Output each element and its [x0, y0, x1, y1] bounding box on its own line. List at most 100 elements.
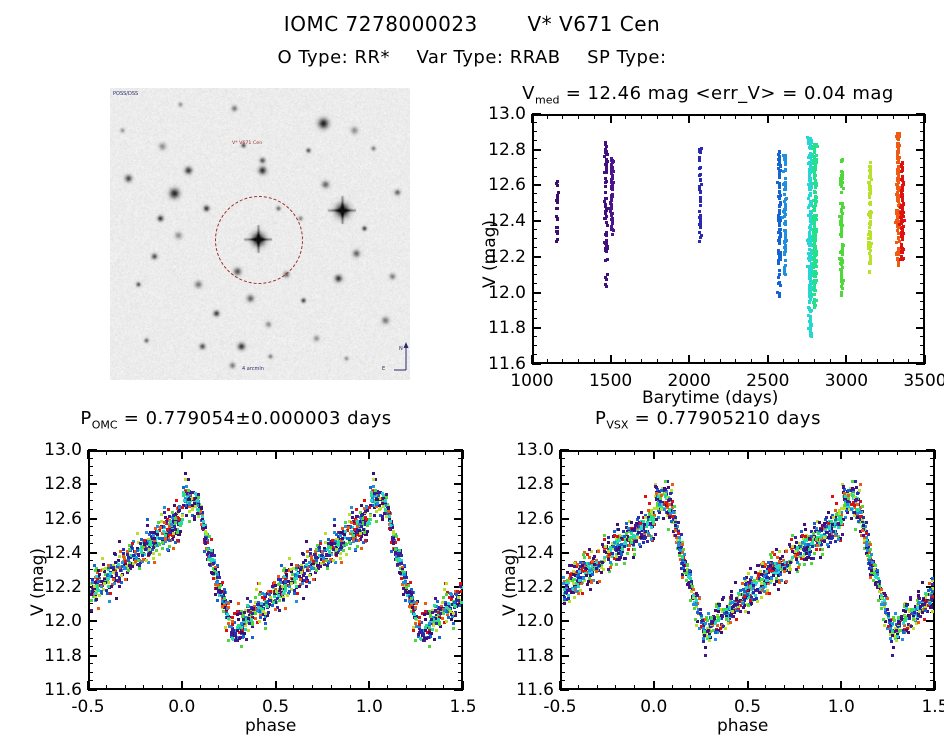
phase-data-point — [196, 498, 200, 502]
phase-data-point — [403, 576, 406, 580]
phase-data-point — [837, 538, 841, 542]
x-minor-tick — [349, 685, 351, 690]
timeseries-data-point — [783, 269, 787, 273]
x-major-tick — [87, 450, 89, 459]
timeseries-data-point — [813, 195, 817, 198]
phase-data-point — [145, 531, 148, 535]
y-minor-tick — [560, 569, 565, 570]
phase-data-point — [102, 581, 106, 585]
phase-data-point — [615, 563, 619, 567]
timeseries-data-point — [697, 167, 701, 171]
x-major-tick — [531, 355, 533, 364]
timeseries-data-point — [784, 168, 788, 172]
timeseries-data-point — [809, 194, 813, 198]
x-tick-label: 3000 — [824, 371, 869, 391]
y-tick-label: 12.0 — [516, 611, 554, 632]
timeseries-data-point — [839, 268, 843, 272]
timeseries-data-point — [777, 238, 781, 242]
phase-data-point — [775, 576, 779, 580]
phase-data-point — [923, 609, 927, 613]
timeseries-data-point — [868, 233, 872, 237]
phase-data-point — [294, 563, 298, 567]
x-major-tick — [180, 450, 183, 459]
timeseries-data-point — [604, 176, 608, 180]
timeseries-data-point — [900, 192, 904, 196]
phase-data-point — [889, 639, 893, 643]
x-minor-tick — [255, 450, 257, 455]
timeseries-data-point — [807, 288, 811, 292]
timeseries-data-point — [868, 188, 872, 192]
timeseries-data-point — [839, 209, 843, 212]
timeseries-data-point — [698, 231, 702, 235]
phase-data-point — [200, 514, 204, 518]
timeseries-data-point — [895, 241, 899, 245]
phase-data-point — [851, 480, 855, 484]
timeseries-data-point — [604, 238, 608, 242]
timeseries-data-point — [813, 299, 817, 303]
timeseries-data-point — [895, 229, 899, 232]
x-minor-tick — [751, 114, 753, 119]
timeseries-data-point — [610, 213, 614, 217]
timeseries-data-point — [810, 210, 814, 214]
phase-data-point — [681, 542, 685, 546]
timeseries-data-point — [900, 160, 904, 164]
y-major-tick — [560, 654, 569, 657]
timeseries-data-point — [782, 209, 786, 213]
phase-data-point — [203, 523, 207, 527]
phase-data-point — [456, 589, 460, 593]
timeseries-data-point — [811, 243, 815, 247]
timeseries-data-point — [603, 240, 607, 244]
y-major-tick — [926, 689, 935, 691]
y-major-tick — [454, 551, 463, 554]
phase-data-point — [646, 539, 650, 543]
y-minor-tick — [920, 202, 925, 204]
timeseries-data-point — [896, 158, 900, 162]
timeseries-data-point — [610, 204, 614, 208]
phase-data-point — [168, 515, 172, 519]
phase-data-point — [96, 606, 100, 610]
timeseries-data-point — [868, 203, 872, 207]
phase-data-point — [362, 499, 366, 503]
phase-data-point — [283, 586, 287, 590]
timeseries-data-point — [868, 243, 872, 247]
phase-data-point — [175, 499, 179, 503]
y-tick-label: 12.2 — [44, 577, 82, 598]
timeseries-data-point — [895, 136, 899, 140]
timeseries-data-point — [605, 157, 609, 161]
phase-data-point — [868, 576, 872, 580]
timeseries-data-point — [900, 229, 904, 233]
phase-data-point — [699, 611, 703, 615]
x-minor-tick — [802, 450, 804, 455]
timeseries-data-point — [901, 212, 905, 216]
phase-data-point — [706, 611, 710, 615]
phase-data-point — [775, 548, 778, 552]
phase-data-point — [372, 484, 376, 488]
y-major-tick — [916, 291, 925, 294]
phase-data-point — [408, 597, 412, 601]
timeseries-data-point — [777, 262, 781, 266]
y-tick-label: 11.6 — [516, 680, 554, 700]
x-minor-tick — [765, 450, 767, 455]
timeseries-data-point — [840, 247, 844, 251]
phase-data-point — [184, 489, 188, 493]
x-minor-tick — [634, 450, 635, 455]
timeseries-data-point — [778, 174, 782, 178]
timeseries-data-point — [869, 177, 873, 181]
phase-data-point — [868, 542, 872, 546]
timeseries-data-point — [814, 228, 818, 231]
phase-data-point — [607, 541, 611, 545]
timeseries-data-point — [777, 163, 781, 167]
phase-data-point — [113, 582, 117, 586]
phase-data-point — [389, 523, 393, 527]
x-minor-tick — [105, 685, 107, 690]
x-minor-tick — [859, 450, 860, 455]
phase-data-point — [162, 530, 166, 534]
phase-data-point — [449, 610, 453, 614]
timeseries-data-point — [868, 259, 872, 263]
phase-data-point — [386, 512, 390, 516]
x-minor-tick — [546, 114, 548, 119]
timeseries-data-point — [808, 177, 812, 181]
phase-data-point — [183, 496, 187, 500]
timeseries-data-point — [809, 156, 813, 160]
phase-data-point — [277, 599, 281, 603]
